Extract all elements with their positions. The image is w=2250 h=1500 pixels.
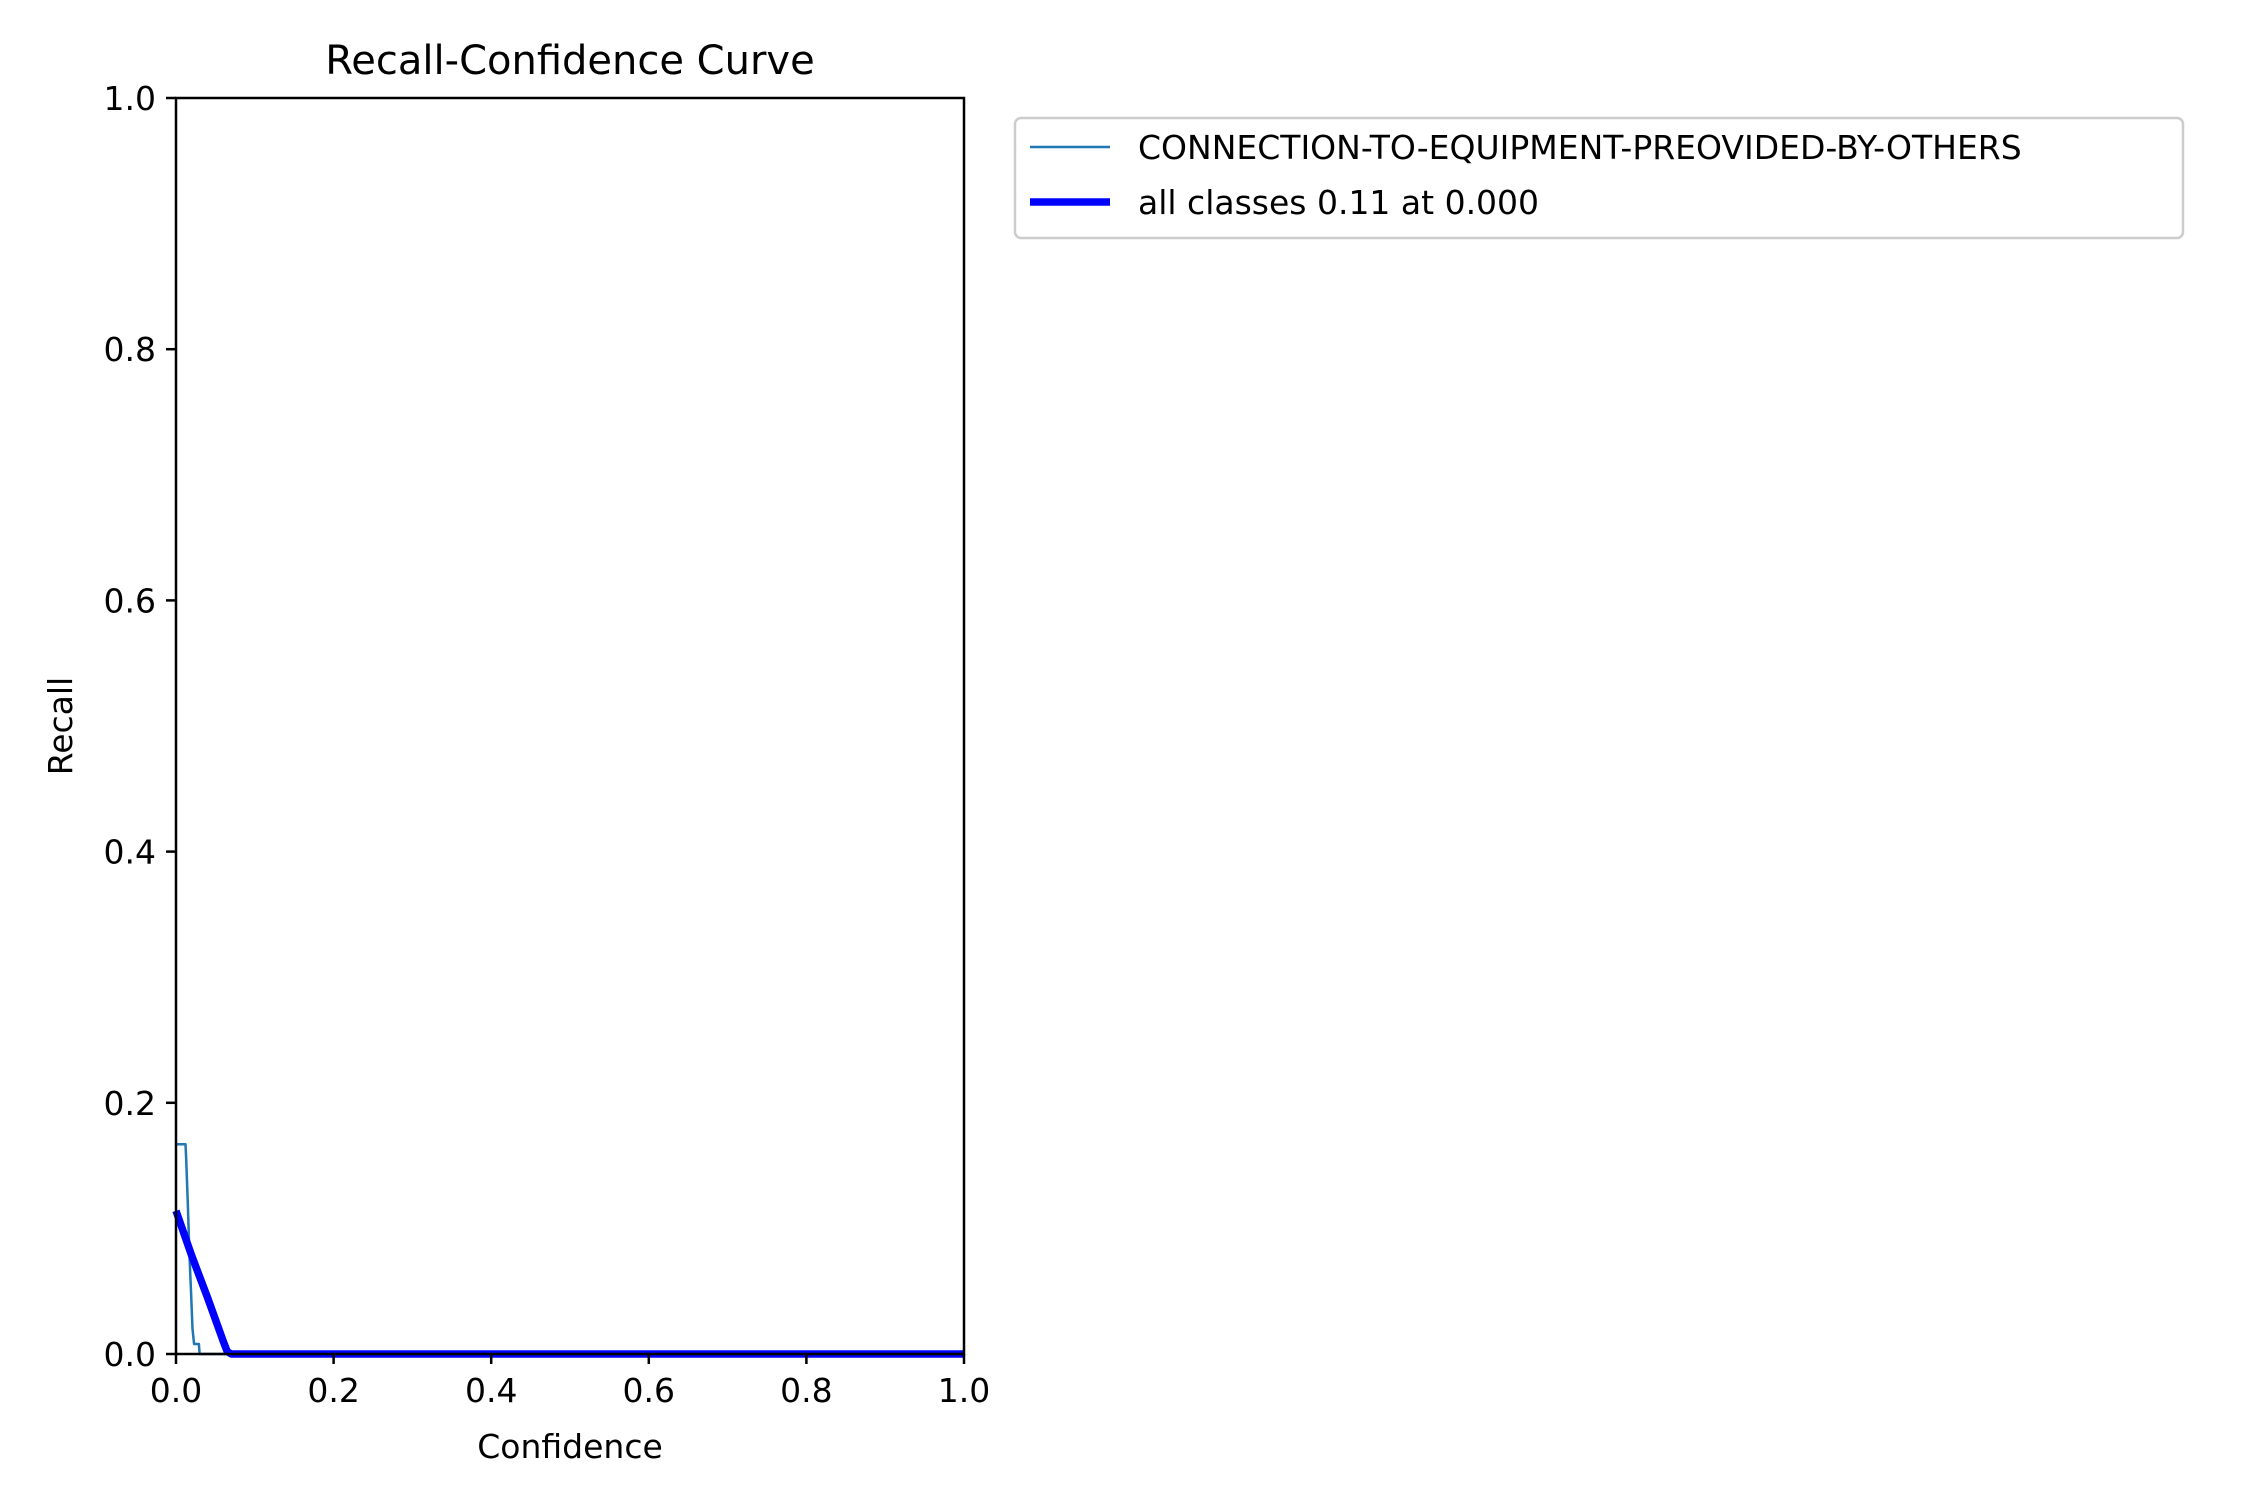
x-axis: 0.0 0.2 0.4 0.6 0.8 1.0	[150, 1354, 990, 1410]
y-tick-label: 1.0	[104, 79, 156, 118]
y-tick-label: 0.8	[104, 330, 156, 369]
series-line-0	[176, 1142, 964, 1356]
y-axis-label: Recall	[41, 677, 80, 775]
legend: CONNECTION-TO-EQUIPMENT-PREOVIDED-BY-OTH…	[1013, 116, 2185, 240]
x-axis-label: Confidence	[477, 1427, 663, 1466]
y-tick-label: 0.4	[104, 833, 156, 872]
chart-title: Recall-Confidence Curve	[325, 38, 814, 84]
y-tick-label: 0.0	[104, 1335, 156, 1374]
plot-frame	[174, 96, 966, 1356]
x-tick-label: 0.8	[780, 1371, 832, 1410]
x-tick-label: 0.0	[150, 1371, 202, 1410]
y-tick-label: 0.2	[104, 1084, 156, 1123]
legend-label-connection: CONNECTION-TO-EQUIPMENT-PREOVIDED-BY-OTH…	[1138, 128, 2022, 167]
legend-label-all-classes: all classes 0.11 at 0.000	[1138, 183, 1539, 222]
legend-frame	[1013, 116, 2185, 240]
x-tick-label: 0.2	[307, 1371, 359, 1410]
y-axis: 0.0 0.2 0.4 0.6 0.8 1.0	[104, 79, 176, 1374]
y-tick-label: 0.6	[104, 581, 156, 620]
x-tick-label: 0.4	[465, 1371, 517, 1410]
x-tick-label: 1.0	[938, 1371, 990, 1410]
x-tick-label: 0.6	[623, 1371, 675, 1410]
